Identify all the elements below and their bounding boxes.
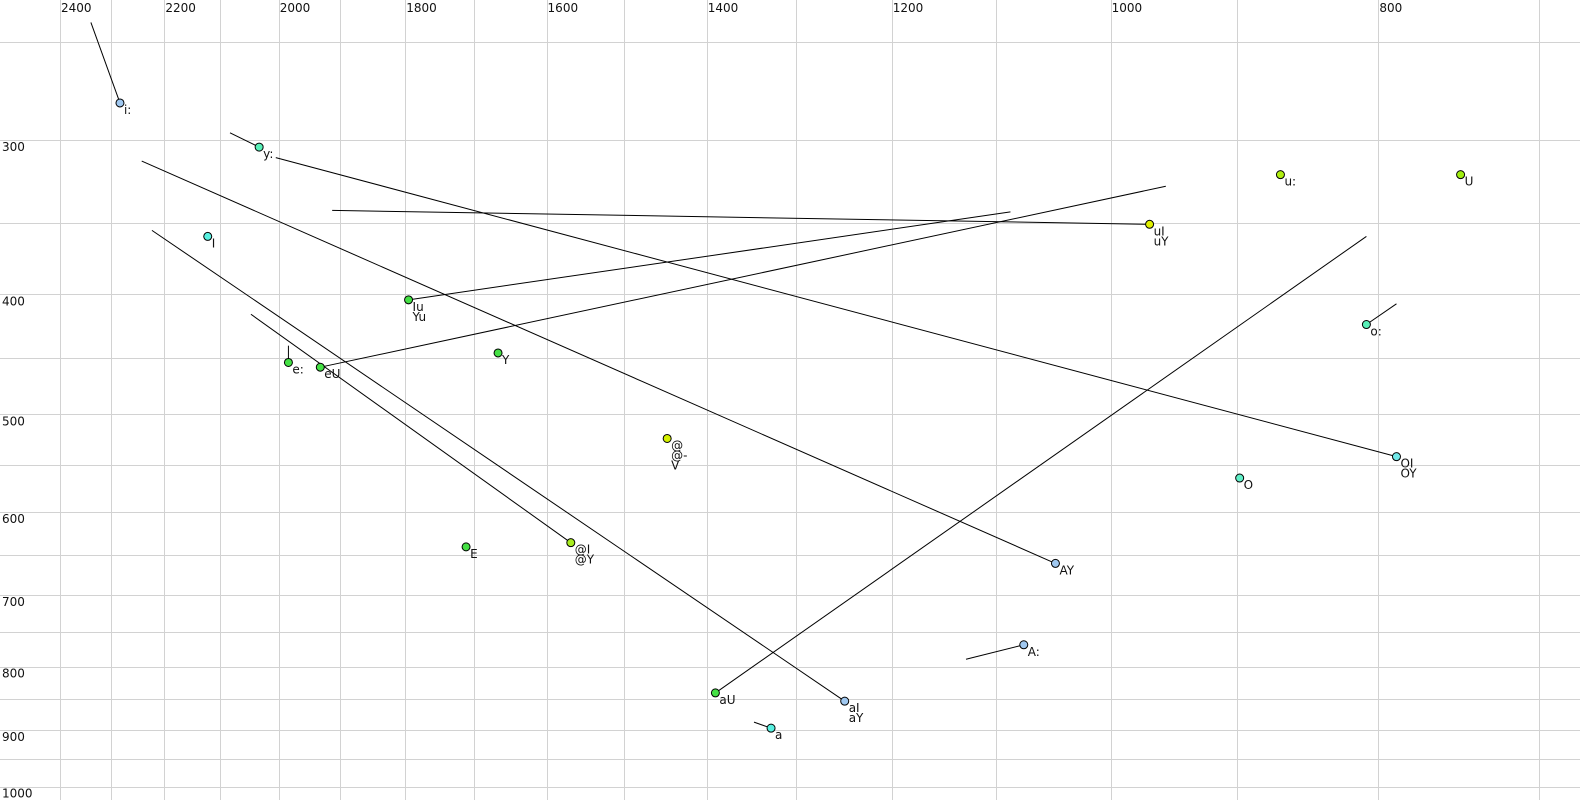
vowel-label: u: [1284, 175, 1296, 189]
vowel-point [840, 696, 850, 706]
vowel-point [203, 231, 213, 241]
tick-labels: 2400 2200 2000 1800 1600 1400 1200 1000 800 300 40… [2, 1, 1402, 800]
vowel-label: OI [1400, 457, 1413, 471]
trajectory-line [229, 132, 260, 148]
vowel-label: a [775, 728, 782, 742]
vowel-label: uY [1154, 234, 1170, 248]
vowel-label: Y [501, 353, 510, 367]
vowel-point [315, 362, 325, 372]
vowel-label: y: [263, 147, 273, 161]
y-tick-label: 900 [2, 730, 25, 744]
vowel-label: O [1244, 478, 1253, 492]
trajectory-line [332, 209, 1150, 225]
x-tick-label: 800 [1379, 1, 1402, 15]
vowel-label: V [671, 458, 680, 472]
vowel-label: aU [719, 693, 735, 707]
vowel-label: A: [1028, 645, 1040, 659]
vowel-label: @- [671, 448, 687, 462]
y-tick-label: 800 [2, 667, 25, 681]
vowel-point [1275, 170, 1285, 180]
vowel-label: e: [292, 362, 303, 376]
x-tick-label: 1400 [708, 1, 739, 15]
vowel-point [1456, 170, 1466, 180]
x-tick-label: 1600 [548, 1, 579, 15]
x-tick-label: 1000 [1112, 1, 1143, 15]
vowel-label: Yu [412, 310, 427, 324]
vowel-point [283, 357, 293, 367]
vowel-label: aI [849, 701, 860, 715]
vowel-point [766, 723, 776, 733]
trajectory-line [250, 313, 572, 544]
vowel-point [1145, 219, 1155, 229]
vowel-label: E [470, 547, 478, 561]
vowel-point [404, 295, 414, 305]
vowel-point [461, 542, 471, 552]
vowel-label: i: [124, 103, 131, 117]
vowel-point [493, 348, 503, 358]
vowel-label: @ [671, 438, 683, 452]
y-tick-label: 300 [2, 140, 25, 154]
trajectory-line [90, 22, 121, 104]
trajectory-line [408, 211, 1011, 301]
vowel-point [662, 433, 672, 443]
vowel-label: OY [1400, 467, 1417, 481]
vowel-point [1050, 558, 1060, 568]
vowel-label: U [1465, 175, 1474, 189]
vowel-point [710, 688, 720, 698]
vowel-label: I [212, 236, 216, 250]
vowel-label: aY [849, 711, 864, 725]
trajectory-line [151, 229, 845, 702]
trajectory-line [715, 236, 1367, 694]
trajectory-line [141, 160, 1056, 564]
x-tick-label: 2000 [280, 1, 311, 15]
y-tick-label: 700 [2, 595, 25, 609]
vowel-label: uI [1154, 224, 1165, 238]
vowel-point [1361, 320, 1371, 330]
vowel-point [566, 538, 576, 548]
y-tick-label: 400 [2, 294, 25, 308]
x-tick-label: 1800 [406, 1, 437, 15]
x-tick-label: 2200 [165, 1, 196, 15]
trajectory-line [275, 157, 1397, 458]
vowel-point [254, 142, 264, 152]
vowel-label: AY [1059, 563, 1074, 577]
trajectories [90, 22, 1397, 729]
x-tick-label: 1200 [893, 1, 924, 15]
trajectory-line [320, 185, 1166, 368]
vowel-label: eU [324, 367, 340, 381]
trajectory-line [1366, 303, 1397, 325]
vowel-label: o: [1370, 325, 1381, 339]
y-tick-label: 1000 [2, 787, 33, 800]
y-tick-label: 600 [2, 512, 25, 526]
vowel-point [1391, 452, 1401, 462]
vowel-point [1019, 640, 1029, 650]
vowel-label: @I [575, 543, 591, 557]
x-tick-label: 2400 [61, 1, 92, 15]
vowel-point [115, 98, 125, 108]
trajectory-line [965, 644, 1024, 660]
vowel-label: @Y [575, 553, 595, 567]
y-tick-label: 500 [2, 414, 25, 428]
vowel-label: Iu [413, 300, 424, 314]
vowel-point [1235, 473, 1245, 483]
